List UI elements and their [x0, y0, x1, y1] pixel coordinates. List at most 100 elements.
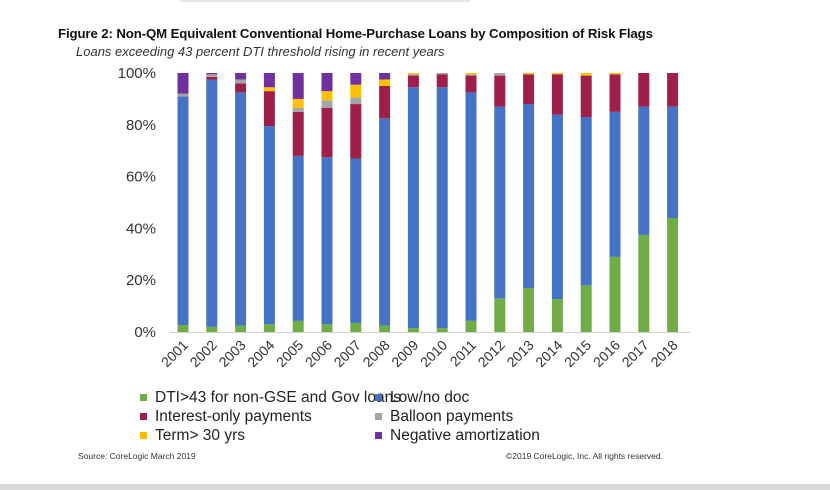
legend-item: Term> 30 yrs [140, 426, 375, 445]
x-tick-label: 2017 [619, 337, 652, 370]
bar-segment [551, 73, 563, 75]
bar-segment [292, 111, 304, 156]
legend-item: Negative amortization [375, 426, 635, 445]
x-tick-label: 2005 [273, 337, 306, 370]
x-tick-label: 2002 [187, 337, 220, 370]
bar-segment [523, 104, 535, 288]
bar-segment [609, 256, 621, 332]
bar-stack-2015 [580, 73, 592, 332]
stacked-bar-chart: 0%20%40%60%80%100% 200120022003200420052… [118, 65, 690, 370]
legend-label: Interest-only payments [155, 407, 312, 425]
bar-segment [321, 107, 333, 158]
bar-stack-2011 [465, 73, 477, 332]
bar-segment [465, 73, 477, 75]
bar-segment [292, 155, 304, 321]
legend-label: Term> 30 yrs [155, 426, 246, 444]
y-tick-label: 80% [126, 117, 156, 134]
bar-segment [494, 106, 506, 299]
bar-segment [263, 87, 275, 92]
bar-segment [465, 75, 477, 93]
legend-swatch-icon [140, 432, 147, 439]
bar-stack-2004 [263, 73, 275, 332]
x-tick-label: 2004 [244, 337, 277, 370]
bar-segment [177, 73, 189, 94]
bar-stack-2016 [609, 73, 621, 332]
bar-segment [206, 73, 218, 75]
bar-segment [206, 74, 218, 77]
legend-label: Low/no doc [390, 388, 470, 406]
bar-stack-2018 [667, 73, 679, 332]
x-tick-label: 2012 [475, 337, 508, 370]
bar-stack-2012 [494, 73, 506, 332]
bar-stack-2005 [292, 73, 304, 332]
bar-segment [465, 320, 477, 332]
legend-item: Balloon payments [375, 407, 635, 426]
source-note: Source: CoreLogic March 2019 [78, 451, 196, 461]
bar-segment [263, 91, 275, 127]
y-tick-label: 40% [126, 220, 156, 237]
bar-segment [321, 73, 333, 92]
bar-stack-2009 [407, 73, 419, 332]
bar-segment [609, 73, 621, 75]
bar-segment [350, 322, 362, 332]
x-tick-label: 2007 [331, 337, 364, 370]
bar-segment [465, 74, 477, 76]
bar-segment [379, 85, 391, 119]
bar-segment [177, 96, 189, 326]
legend: DTI>43 for non-GSE and Gov loans Low/no d… [140, 388, 660, 445]
bar-segment [580, 75, 592, 118]
bar-segment [350, 97, 362, 105]
bar-segment [523, 74, 535, 105]
chart-title: Figure 2: Non-QM Equivalent Conventional… [58, 26, 653, 41]
bar-segment [235, 79, 247, 84]
bottom-band [0, 484, 830, 490]
bar-segment [292, 98, 304, 108]
bar-segment [235, 73, 247, 80]
bar-segment [407, 74, 419, 76]
legend-label: DTI>43 for non-GSE and Gov loans [155, 388, 401, 406]
bar-segment [494, 298, 506, 332]
top-divider [180, 0, 470, 2]
x-tick-label: 2011 [447, 337, 480, 370]
bar-stack-2006 [321, 73, 333, 332]
bar-segment [551, 74, 563, 115]
bar-segment [523, 287, 535, 332]
bar-segment [551, 299, 563, 332]
x-tick-label: 2010 [417, 337, 450, 370]
x-tick-label: 2015 [561, 337, 594, 370]
bar-segment [350, 73, 362, 85]
bar-segment [494, 75, 506, 107]
bar-segment [667, 106, 679, 219]
bars [177, 73, 679, 332]
bar-segment [407, 328, 419, 332]
x-tick-label: 2006 [302, 337, 335, 370]
x-tick-label: 2013 [503, 337, 536, 370]
bar-segment [465, 92, 477, 321]
bar-segment [638, 106, 650, 235]
legend-swatch-icon [375, 413, 382, 420]
bar-segment [292, 73, 304, 99]
legend-swatch-icon [140, 394, 147, 401]
bar-segment [350, 104, 362, 159]
y-tick-label: 60% [126, 169, 156, 186]
bar-stack-2010 [436, 73, 448, 332]
copyright-note: ©2019 CoreLogic, Inc. All rights reserve… [506, 451, 663, 461]
legend-item: Interest-only payments [140, 407, 375, 426]
bar-segment [436, 74, 448, 88]
bar-segment [206, 79, 218, 327]
bar-segment [263, 324, 275, 332]
x-tick-label: 2016 [590, 337, 623, 370]
bar-segment [177, 325, 189, 332]
bar-segment [321, 324, 333, 332]
bar-segment [580, 73, 592, 76]
bar-segment [379, 118, 391, 326]
bar-segment [379, 73, 391, 80]
bar-segment [292, 320, 304, 332]
y-tick-label: 20% [126, 272, 156, 289]
bar-segment [292, 107, 304, 112]
bar-segment [407, 87, 419, 329]
y-axis: 0% 20% 40% 60% 80% 100% [118, 65, 156, 341]
bar-stack-2007 [350, 73, 362, 332]
x-tick-label: 2001 [158, 337, 191, 370]
bar-segment [235, 83, 247, 93]
